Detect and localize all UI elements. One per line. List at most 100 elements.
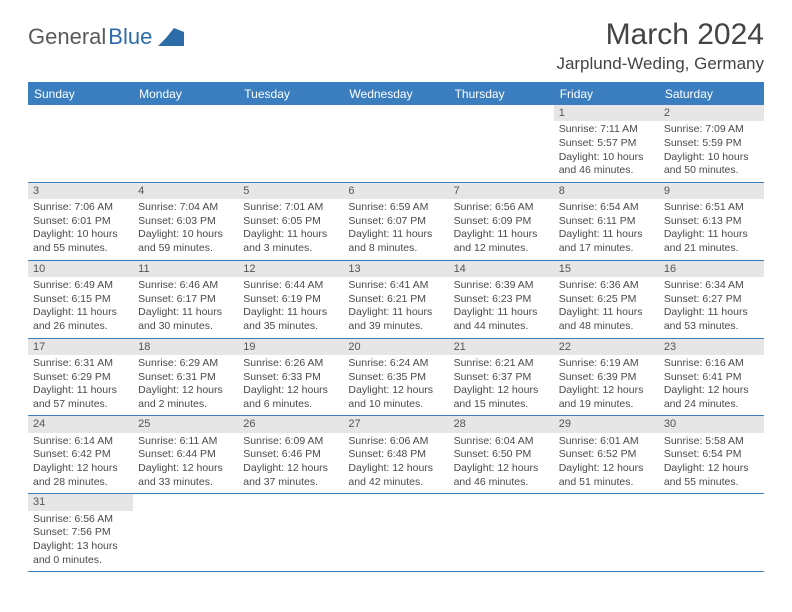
sunset-line: Sunset: 6:03 PM xyxy=(138,215,233,229)
empty-cell xyxy=(133,105,238,182)
sunset-line: Sunset: 6:48 PM xyxy=(348,448,443,462)
day-header-cell: Monday xyxy=(133,83,238,105)
sunrise-line: Sunrise: 6:01 AM xyxy=(559,435,654,449)
day-number: 21 xyxy=(449,339,554,355)
daylight-line: Daylight: 12 hours and 6 minutes. xyxy=(243,384,338,411)
sunset-line: Sunset: 6:31 PM xyxy=(138,371,233,385)
day-cell: 15Sunrise: 6:36 AMSunset: 6:25 PMDayligh… xyxy=(554,261,659,338)
daylight-line: Daylight: 12 hours and 15 minutes. xyxy=(454,384,549,411)
daylight-line: Daylight: 12 hours and 10 minutes. xyxy=(348,384,443,411)
daylight-line: Daylight: 11 hours and 39 minutes. xyxy=(348,306,443,333)
daylight-line: Daylight: 12 hours and 51 minutes. xyxy=(559,462,654,489)
day-cell: 9Sunrise: 6:51 AMSunset: 6:13 PMDaylight… xyxy=(659,183,764,260)
day-number: 3 xyxy=(28,183,133,199)
day-number: 4 xyxy=(133,183,238,199)
sunset-line: Sunset: 7:56 PM xyxy=(33,526,128,540)
day-number: 29 xyxy=(554,416,659,432)
day-header-cell: Friday xyxy=(554,83,659,105)
day-cell: 18Sunrise: 6:29 AMSunset: 6:31 PMDayligh… xyxy=(133,339,238,416)
sunset-line: Sunset: 6:07 PM xyxy=(348,215,443,229)
daylight-line: Daylight: 11 hours and 57 minutes. xyxy=(33,384,128,411)
sunset-line: Sunset: 6:52 PM xyxy=(559,448,654,462)
daylight-line: Daylight: 10 hours and 46 minutes. xyxy=(559,151,654,178)
day-cell: 7Sunrise: 6:56 AMSunset: 6:09 PMDaylight… xyxy=(449,183,554,260)
sunset-line: Sunset: 6:05 PM xyxy=(243,215,338,229)
day-cell: 30Sunrise: 5:58 AMSunset: 6:54 PMDayligh… xyxy=(659,416,764,493)
day-number: 18 xyxy=(133,339,238,355)
sunset-line: Sunset: 5:59 PM xyxy=(664,137,759,151)
sunset-line: Sunset: 5:57 PM xyxy=(559,137,654,151)
daylight-line: Daylight: 10 hours and 55 minutes. xyxy=(33,228,128,255)
daylight-line: Daylight: 11 hours and 35 minutes. xyxy=(243,306,338,333)
day-header-cell: Wednesday xyxy=(343,83,448,105)
week-row: 10Sunrise: 6:49 AMSunset: 6:15 PMDayligh… xyxy=(28,261,764,339)
day-number: 31 xyxy=(28,494,133,510)
day-number: 2 xyxy=(659,105,764,121)
day-cell: 12Sunrise: 6:44 AMSunset: 6:19 PMDayligh… xyxy=(238,261,343,338)
sunrise-line: Sunrise: 6:46 AM xyxy=(138,279,233,293)
day-header-row: SundayMondayTuesdayWednesdayThursdayFrid… xyxy=(28,83,764,105)
daylight-line: Daylight: 11 hours and 48 minutes. xyxy=(559,306,654,333)
day-number: 30 xyxy=(659,416,764,432)
sunrise-line: Sunrise: 6:56 AM xyxy=(454,201,549,215)
day-number: 10 xyxy=(28,261,133,277)
day-cell: 27Sunrise: 6:06 AMSunset: 6:48 PMDayligh… xyxy=(343,416,448,493)
daylight-line: Daylight: 11 hours and 3 minutes. xyxy=(243,228,338,255)
daylight-line: Daylight: 12 hours and 33 minutes. xyxy=(138,462,233,489)
sunrise-line: Sunrise: 6:26 AM xyxy=(243,357,338,371)
sunrise-line: Sunrise: 6:51 AM xyxy=(664,201,759,215)
daylight-line: Daylight: 12 hours and 24 minutes. xyxy=(664,384,759,411)
day-number: 28 xyxy=(449,416,554,432)
daylight-line: Daylight: 13 hours and 0 minutes. xyxy=(33,540,128,567)
day-number: 13 xyxy=(343,261,448,277)
calendar: SundayMondayTuesdayWednesdayThursdayFrid… xyxy=(28,82,764,572)
sunrise-line: Sunrise: 7:11 AM xyxy=(559,123,654,137)
day-cell: 22 Sunrise: 6:19 AMSunset: 6:39 PMDayligh… xyxy=(554,339,659,416)
sunrise-line: Sunrise: 6:39 AM xyxy=(454,279,549,293)
day-number: 22 xyxy=(554,339,659,355)
sunrise-line: Sunrise: 6:09 AM xyxy=(243,435,338,449)
logo: General Blue xyxy=(28,24,184,50)
day-header-cell: Sunday xyxy=(28,83,133,105)
day-cell: 28Sunrise: 6:04 AMSunset: 6:50 PMDayligh… xyxy=(449,416,554,493)
week-row: 24Sunrise: 6:14 AMSunset: 6:42 PMDayligh… xyxy=(28,416,764,494)
sunrise-line: Sunrise: 6:24 AM xyxy=(348,357,443,371)
sunrise-line: Sunrise: 7:01 AM xyxy=(243,201,338,215)
daylight-line: Daylight: 12 hours and 19 minutes. xyxy=(559,384,654,411)
day-cell: 1Sunrise: 7:11 AMSunset: 5:57 PMDaylight… xyxy=(554,105,659,182)
logo-text-general: General xyxy=(28,24,106,50)
day-cell: 10Sunrise: 6:49 AMSunset: 6:15 PMDayligh… xyxy=(28,261,133,338)
sunset-line: Sunset: 6:19 PM xyxy=(243,293,338,307)
sunset-line: Sunset: 6:39 PM xyxy=(559,371,654,385)
empty-cell xyxy=(238,105,343,182)
daylight-line: Daylight: 12 hours and 42 minutes. xyxy=(348,462,443,489)
day-number: 25 xyxy=(133,416,238,432)
sunset-line: Sunset: 6:21 PM xyxy=(348,293,443,307)
sunrise-line: Sunrise: 6:59 AM xyxy=(348,201,443,215)
empty-cell xyxy=(343,494,448,571)
day-number: 5 xyxy=(238,183,343,199)
sunrise-line: Sunrise: 6:34 AM xyxy=(664,279,759,293)
day-cell: 16Sunrise: 6:34 AMSunset: 6:27 PMDayligh… xyxy=(659,261,764,338)
sunset-line: Sunset: 6:54 PM xyxy=(664,448,759,462)
day-cell: 17Sunrise: 6:31 AMSunset: 6:29 PMDayligh… xyxy=(28,339,133,416)
week-row: 3Sunrise: 7:06 AMSunset: 6:01 PMDaylight… xyxy=(28,183,764,261)
day-cell: 13 Sunrise: 6:41 AMSunset: 6:21 PMDayligh… xyxy=(343,261,448,338)
day-cell: 24Sunrise: 6:14 AMSunset: 6:42 PMDayligh… xyxy=(28,416,133,493)
day-cell: 2Sunrise: 7:09 AMSunset: 5:59 PMDaylight… xyxy=(659,105,764,182)
sunset-line: Sunset: 6:35 PM xyxy=(348,371,443,385)
sunrise-line: Sunrise: 6:16 AM xyxy=(664,357,759,371)
day-cell: 5 Sunrise: 7:01 AMSunset: 6:05 PMDaylight… xyxy=(238,183,343,260)
week-row: 31Sunrise: 6:56 AMSunset: 7:56 PMDayligh… xyxy=(28,494,764,572)
sunrise-line: Sunrise: 6:04 AM xyxy=(454,435,549,449)
day-number: 24 xyxy=(28,416,133,432)
sunset-line: Sunset: 6:50 PM xyxy=(454,448,549,462)
sunrise-line: Sunrise: 5:58 AM xyxy=(664,435,759,449)
sunrise-line: Sunrise: 6:29 AM xyxy=(138,357,233,371)
sunrise-line: Sunrise: 6:19 AM xyxy=(559,357,654,371)
sunset-line: Sunset: 6:41 PM xyxy=(664,371,759,385)
week-row: 1Sunrise: 7:11 AMSunset: 5:57 PMDaylight… xyxy=(28,105,764,183)
empty-cell xyxy=(238,494,343,571)
sunrise-line: Sunrise: 6:41 AM xyxy=(348,279,443,293)
day-cell: 23Sunrise: 6:16 AMSunset: 6:41 PMDayligh… xyxy=(659,339,764,416)
